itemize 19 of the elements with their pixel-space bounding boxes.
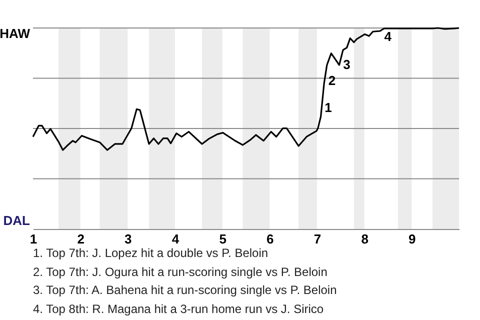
annotation: 4 — [384, 29, 392, 44]
x-tick-label: 8 — [361, 232, 368, 246]
annotation: 1 — [324, 100, 332, 115]
x-tick-label: 1 — [30, 232, 38, 246]
text: 2. Top 7th: J. Ogura hit a run-scoring single vs P. Beloin — [33, 264, 328, 280]
x-tick-label: 4 — [172, 232, 180, 246]
annotation: 3 — [343, 56, 350, 72]
x-tick-label: 3 — [124, 232, 132, 246]
text: 1. Top 7th: J. Lopez hit a double vs P. Beloin — [33, 246, 268, 260]
x-tick-label: 5 — [219, 232, 226, 246]
x-tick-label: 2 — [77, 232, 84, 246]
x-tick-label: 6 — [266, 232, 274, 246]
text: HAW — [0, 26, 30, 42]
text: 4. Top 8th: R. Magana hit a 3-run home run vs J. Sirico — [33, 300, 325, 318]
x-tick-label: 7 — [314, 232, 322, 246]
text: 3. Top 7th: A. Bahena hit a run-scoring single vs P. Beloin — [33, 282, 337, 299]
annotation: 2 — [328, 73, 336, 88]
text: DAL — [3, 213, 30, 229]
x-tick-label: 9 — [408, 232, 416, 246]
